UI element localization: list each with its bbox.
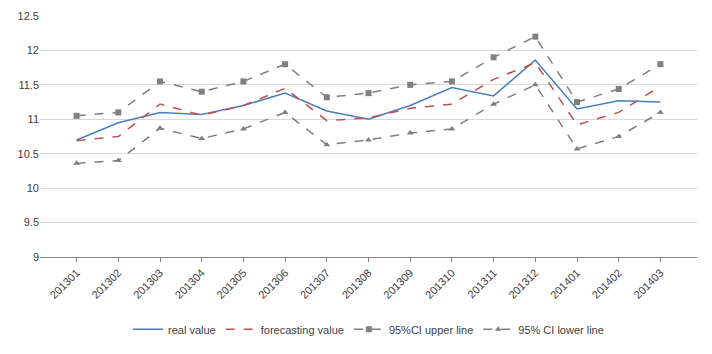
svg-text:11: 11 [28, 113, 39, 125]
svg-text:201308: 201308 [339, 267, 373, 301]
svg-text:9.5: 9.5 [24, 216, 39, 228]
svg-text:10.5: 10.5 [18, 148, 39, 160]
svg-text:201305: 201305 [214, 267, 248, 301]
svg-text:9: 9 [33, 251, 39, 263]
svg-text:forecasting value: forecasting value [261, 324, 344, 336]
svg-text:95%CI upper line: 95%CI upper line [389, 324, 473, 336]
svg-text:201306: 201306 [256, 267, 290, 301]
svg-text:12.5: 12.5 [18, 10, 39, 22]
svg-text:201304: 201304 [173, 267, 207, 301]
svg-text:201402: 201402 [590, 267, 624, 301]
svg-text:95% CI lower line: 95% CI lower line [518, 324, 604, 336]
svg-text:real value: real value [168, 324, 216, 336]
svg-text:12: 12 [27, 44, 39, 56]
svg-text:201312: 201312 [506, 267, 540, 301]
svg-text:201307: 201307 [298, 267, 332, 301]
svg-text:201401: 201401 [548, 267, 582, 301]
svg-text:201310: 201310 [423, 267, 457, 301]
svg-text:11.5: 11.5 [18, 79, 39, 91]
svg-text:201301: 201301 [47, 267, 81, 301]
svg-text:10: 10 [27, 182, 39, 194]
svg-text:201403: 201403 [631, 267, 665, 301]
svg-text:201311: 201311 [465, 267, 499, 301]
svg-text:201302: 201302 [89, 267, 123, 301]
svg-text:201309: 201309 [381, 267, 415, 301]
svg-text:201303: 201303 [131, 267, 165, 301]
